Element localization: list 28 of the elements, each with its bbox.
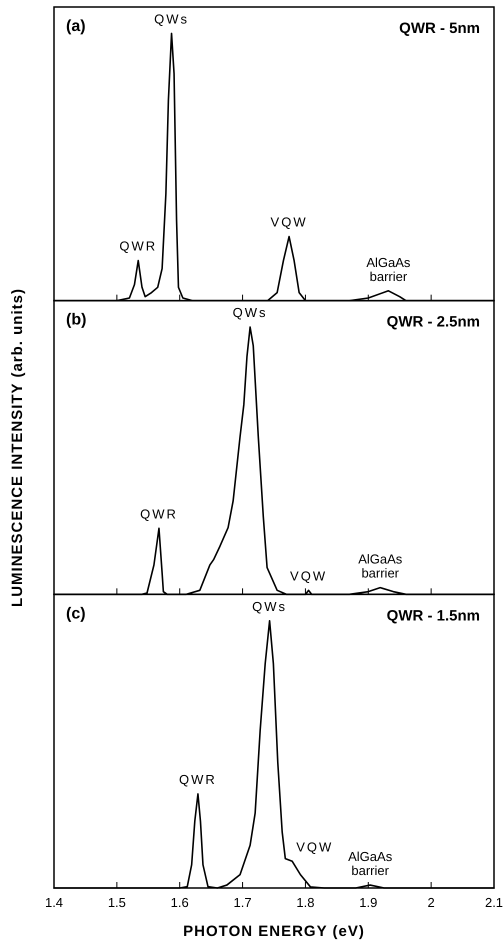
annotation: VQW (290, 568, 328, 584)
x-tick-label: 1.9 (359, 895, 378, 910)
chart-title: QWR - 5nm (399, 20, 480, 37)
x-tick-label: 2 (428, 895, 435, 910)
x-tick-label: 1.7 (234, 895, 252, 910)
x-axis-title: PHOTON ENERGY (eV) (183, 923, 365, 940)
annotation: QWs (154, 11, 189, 26)
annotation: QWR (179, 772, 217, 787)
annotation: AlGaAs barrier (348, 849, 393, 878)
annotation: AlGaAs barrier (358, 552, 403, 581)
chart-title: QWR - 2.5nm (386, 314, 480, 331)
x-tick-label: 1.4 (44, 895, 64, 910)
annotation: AlGaAs barrier (366, 254, 411, 284)
annotation: VQW (296, 839, 334, 854)
annotation: (a) (66, 18, 86, 35)
annotation: QWR (140, 506, 178, 522)
y-axis-title: LUMINESCENCE INTENSITY (arb. units) (9, 288, 26, 607)
annotation: QWR (119, 238, 158, 254)
chart-title: QWR - 1.5nm (386, 607, 480, 624)
x-tick-label: 2.1 (484, 895, 504, 910)
x-tick-label: 1.8 (296, 895, 314, 910)
x-tick-label: 1.5 (108, 895, 126, 910)
annotation: VQW (270, 214, 308, 230)
annotation: (c) (66, 605, 86, 622)
annotation: QWs (232, 305, 268, 320)
annotation: (b) (66, 312, 86, 329)
annotation: QWs (252, 598, 288, 614)
x-tick-label: 1.6 (170, 895, 189, 910)
